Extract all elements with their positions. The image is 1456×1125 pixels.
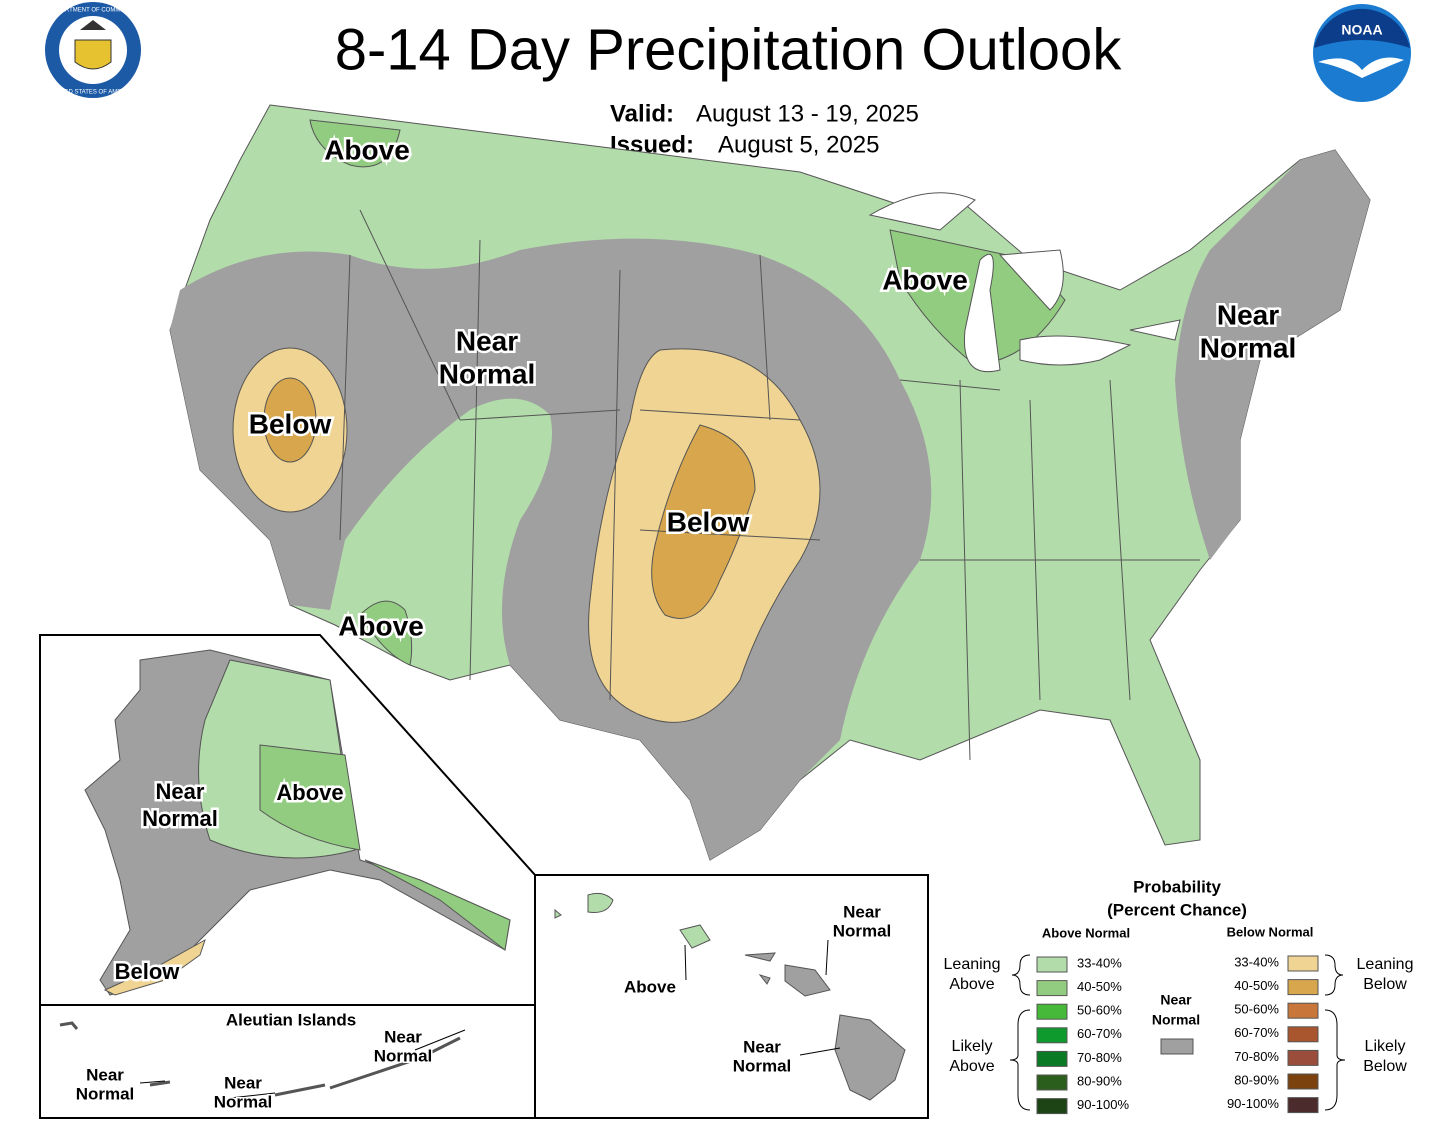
region-label: Above (882, 264, 968, 295)
region-label: Below (667, 506, 750, 537)
legend-range: 60-70% (1077, 1026, 1122, 1041)
legend-range: 50-60% (1234, 1002, 1279, 1017)
legend-range: 80-90% (1234, 1072, 1279, 1087)
legend-swatch (1287, 955, 1319, 972)
valid-label: Valid: (610, 100, 674, 127)
seal-text: UNITED STATES OF AMERICA (50, 90, 135, 96)
legend-swatch (1287, 1049, 1319, 1066)
legend-range: 50-60% (1077, 1003, 1122, 1018)
legend-swatch (1287, 979, 1319, 996)
region-label: Normal (142, 806, 218, 831)
legend-range: 33-40% (1077, 955, 1122, 970)
region-label: Above (276, 780, 343, 805)
region-label: Above (338, 610, 424, 641)
alaska-inset (39, 634, 536, 1119)
region-label: Normal (374, 1046, 433, 1065)
legend-text: Above (949, 1058, 994, 1075)
title: 8-14 Day Precipitation Outlook (335, 17, 1123, 82)
region-label: Near (843, 902, 881, 921)
region-label: Near (1217, 299, 1279, 330)
legend: Probability (Percent Chance) Above Normal B… (944, 877, 1414, 1115)
legend-text: Above (949, 976, 994, 993)
legend-range: 60-70% (1234, 1025, 1279, 1040)
legend-swatch (1036, 1027, 1068, 1044)
noaa-logo: NOAA (1313, 4, 1411, 102)
legend-swatch (1036, 1098, 1068, 1115)
legend-header: Above Normal (1042, 925, 1130, 940)
legend-text: Near (1160, 992, 1192, 1008)
region-labels: AboveAboveNearNormalBelowBelowAboveNearN… (74, 132, 1299, 1113)
legend-range: 90-100% (1227, 1096, 1279, 1111)
legend-text: Leaning (1357, 956, 1414, 973)
conus (169, 104, 1371, 861)
legend-swatch (1036, 956, 1068, 973)
legend-range: 33-40% (1234, 954, 1279, 969)
region-label: Above (324, 134, 410, 165)
inset-title: Aleutian Islands (226, 1010, 356, 1029)
legend-range: 40-50% (1077, 979, 1122, 994)
legend-range: 40-50% (1234, 978, 1279, 993)
legend-text: Normal (1152, 1012, 1200, 1028)
legend-swatch (1036, 1050, 1068, 1067)
region-label: Normal (439, 358, 535, 389)
hawaii-inset (534, 874, 929, 1119)
region-label: Above (624, 977, 676, 996)
region-label: Below (115, 959, 181, 984)
legend-range: 80-90% (1077, 1073, 1122, 1088)
legend-header: Below Normal (1227, 924, 1314, 939)
region-label: Normal (733, 1056, 792, 1075)
region-label: Near (456, 325, 518, 356)
legend-range: 70-80% (1077, 1050, 1122, 1065)
legend-range: 70-80% (1234, 1049, 1279, 1064)
legend-swatch (1287, 1073, 1319, 1090)
legend-title: (Percent Chance) (1107, 900, 1247, 919)
region-label: Near (224, 1073, 262, 1092)
region-label: Below (249, 408, 332, 439)
legend-swatch (1036, 1074, 1068, 1091)
legend-text: Below (1363, 976, 1407, 993)
legend-text: Likely (1365, 1038, 1406, 1055)
region-label: Normal (833, 921, 892, 940)
region-label: Normal (76, 1084, 135, 1103)
region-label: Normal (214, 1092, 273, 1111)
legend-title: Probability (1133, 877, 1221, 896)
legend-range: 90-100% (1077, 1097, 1129, 1112)
issued-date: August 5, 2025 (718, 131, 879, 158)
noaa-text: NOAA (1341, 22, 1382, 38)
legend-text: Likely (952, 1038, 993, 1055)
legend-text: Below (1363, 1058, 1407, 1075)
legend-swatch (1036, 1003, 1068, 1020)
legend-text: Leaning (944, 956, 1001, 973)
legend-swatch (1287, 1026, 1319, 1043)
region-label: Near (86, 1065, 124, 1084)
seal-text: DEPARTMENT OF COMMERCE (49, 8, 137, 14)
region-label: Near (743, 1037, 781, 1056)
legend-swatch (1160, 1038, 1194, 1055)
region-label: Normal (1200, 332, 1296, 363)
legend-swatch (1036, 980, 1068, 997)
valid-date: August 13 - 19, 2025 (696, 100, 919, 127)
legend-swatch (1287, 1002, 1319, 1019)
legend-swatch (1287, 1097, 1319, 1114)
region-label: Near (156, 779, 205, 804)
commerce-seal: DEPARTMENT OF COMMERCE UNITED STATES OF … (45, 2, 141, 98)
region-label: Near (384, 1027, 422, 1046)
